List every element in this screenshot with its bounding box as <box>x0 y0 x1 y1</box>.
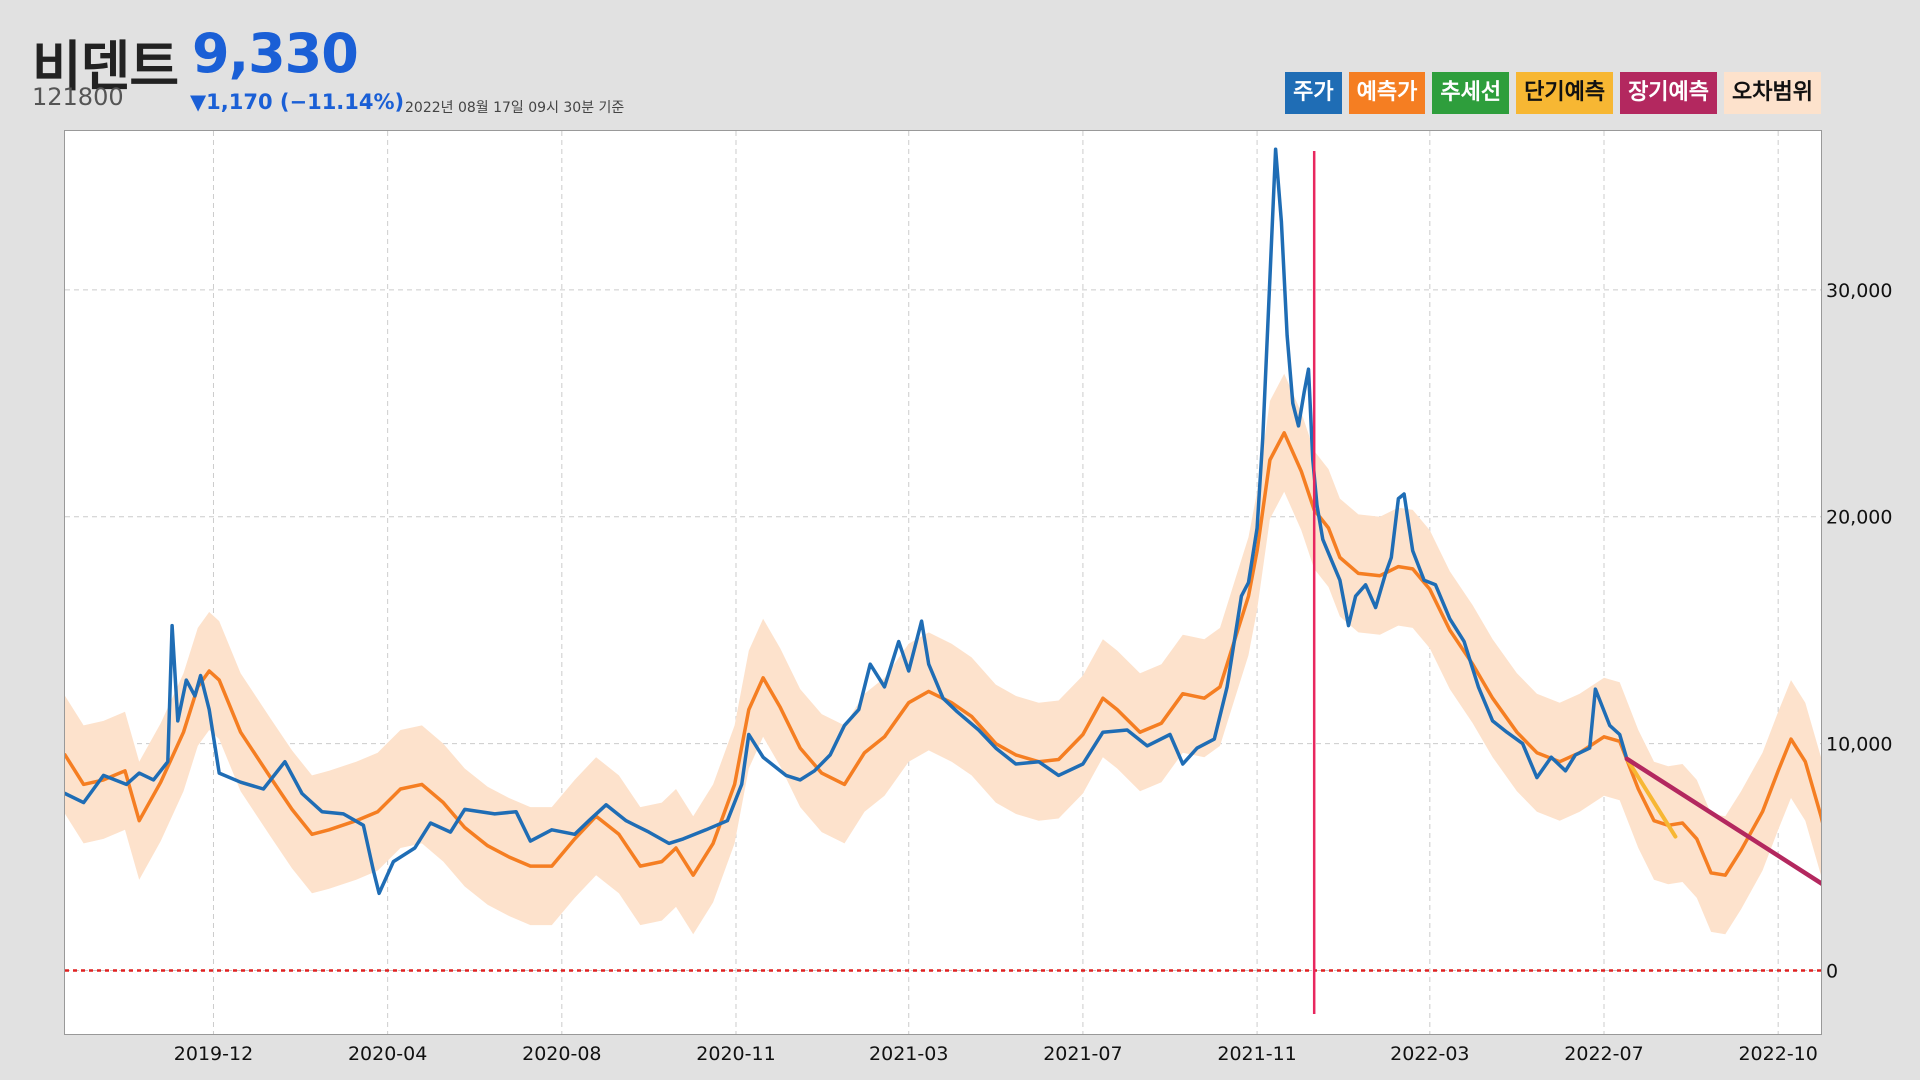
price-change: ▼1,170 (−11.14%) <box>190 90 405 114</box>
y-tick-label: 10,000 <box>1826 734 1892 756</box>
y-tick-label: 0 <box>1826 960 1838 982</box>
timestamp: 2022년 08월 17일 09시 30분 기준 <box>405 100 625 116</box>
x-tick-label: 2020-04 <box>348 1043 427 1065</box>
stock-price: 9,330 <box>192 22 359 85</box>
price-line <box>65 147 1629 896</box>
error-band <box>65 373 1821 935</box>
stock-chart[interactable] <box>65 131 1821 1034</box>
x-tick-label: 2021-03 <box>869 1043 948 1065</box>
x-tick-label: 2022-07 <box>1564 1043 1643 1065</box>
y-tick-label: 20,000 <box>1826 507 1892 529</box>
chart-area[interactable] <box>64 130 1822 1035</box>
stock-code: 121800 <box>32 83 124 111</box>
legend-prediction[interactable]: 예측가 <box>1348 72 1426 114</box>
stock-name: 비덴트 <box>32 35 179 98</box>
x-tick-label: 2021-07 <box>1043 1043 1122 1065</box>
short-term-line <box>1624 756 1678 839</box>
x-tick-label: 2022-10 <box>1738 1043 1817 1065</box>
x-tick-label: 2020-11 <box>696 1043 775 1065</box>
x-tick-label: 2022-03 <box>1390 1043 1469 1065</box>
x-tick-label: 2021-11 <box>1217 1043 1296 1065</box>
long-term-line <box>1624 756 1821 886</box>
y-tick-label: 30,000 <box>1826 280 1892 302</box>
x-tick-label: 2020-08 <box>522 1043 601 1065</box>
legend-trendline[interactable]: 추세선 <box>1432 72 1510 114</box>
legend: 주가 예측가 추세선 단기예측 장기예측 오차범위 <box>1285 72 1821 114</box>
legend-price[interactable]: 주가 <box>1285 72 1342 114</box>
legend-error-band[interactable]: 오차범위 <box>1724 72 1821 114</box>
header: 비덴트 9,330 121800 ▼1,170 (−11.14%) 2022년 … <box>0 0 1920 130</box>
legend-long-term[interactable]: 장기예측 <box>1620 72 1718 114</box>
x-tick-label: 2019-12 <box>174 1043 253 1065</box>
legend-short-term[interactable]: 단기예측 <box>1516 72 1614 114</box>
prediction-line <box>65 431 1821 877</box>
